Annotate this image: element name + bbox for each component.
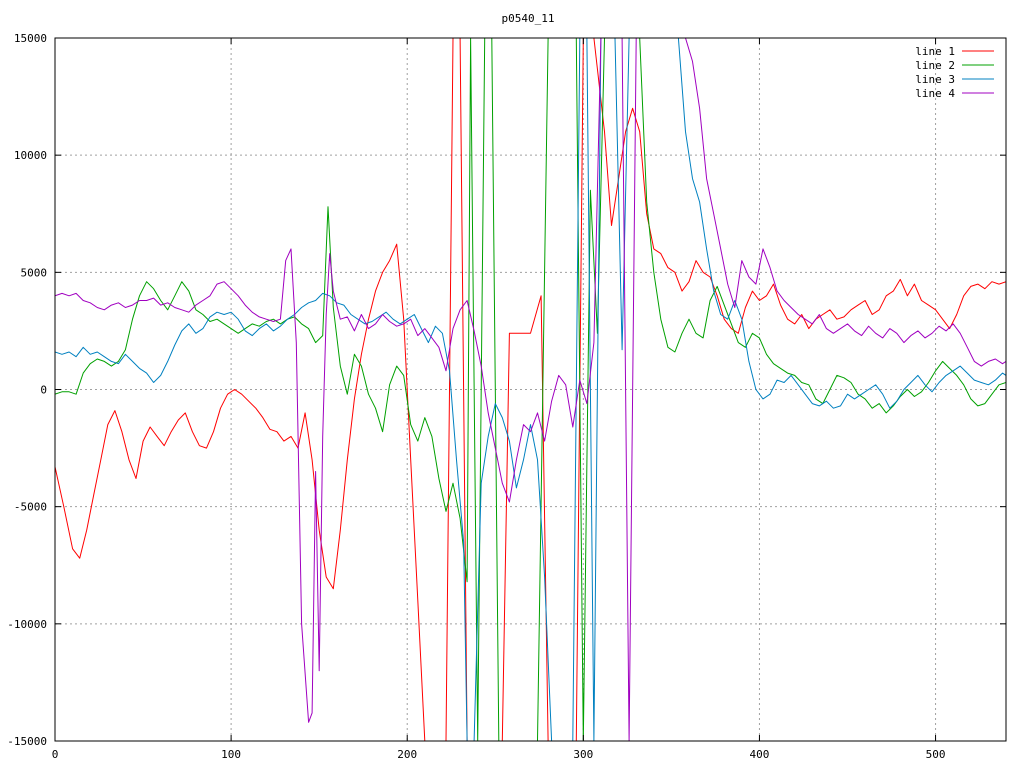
- y-tick-label: 15000: [14, 32, 47, 45]
- y-tick-label: -15000: [7, 735, 47, 748]
- series-line-1: [55, 38, 1006, 741]
- x-tick-label: 200: [397, 748, 417, 761]
- series-line-4: [55, 38, 1006, 741]
- x-tick-label: 400: [750, 748, 770, 761]
- legend-label-4: line 4: [915, 87, 955, 100]
- legend-label-2: line 2: [915, 59, 955, 72]
- chart-title: p0540_11: [502, 12, 555, 25]
- x-tick-label: 0: [52, 748, 59, 761]
- x-tick-label: 500: [926, 748, 946, 761]
- grid: [55, 38, 1006, 741]
- y-tick-label: 10000: [14, 149, 47, 162]
- legend-label-1: line 1: [915, 45, 955, 58]
- y-tick-label: -5000: [14, 501, 47, 514]
- x-tick-label: 100: [221, 748, 241, 761]
- series-layer: [55, 38, 1006, 741]
- series-line-2: [55, 38, 1006, 741]
- y-tick-label: 0: [40, 384, 47, 397]
- x-tick-label: 300: [573, 748, 593, 761]
- y-tick-label: 5000: [21, 266, 48, 279]
- legend-label-3: line 3: [915, 73, 955, 86]
- ticks: 0 100 200 300 400 500 -15000 -10000 -5000 0 5000 10…: [7, 32, 1006, 761]
- series-line-3: [55, 38, 1006, 741]
- y-tick-label: -10000: [7, 618, 47, 631]
